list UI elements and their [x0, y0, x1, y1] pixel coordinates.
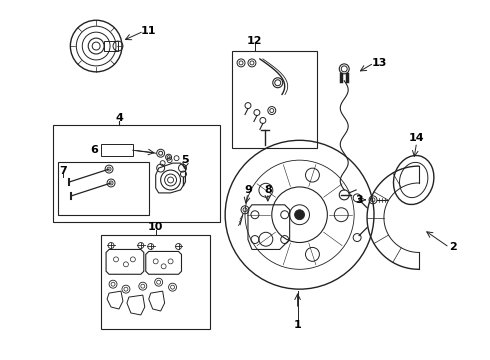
Bar — [101, 144, 133, 156]
Text: 13: 13 — [371, 58, 387, 68]
Bar — [58, 162, 149, 215]
Text: 5: 5 — [182, 155, 189, 165]
Bar — [232, 51, 318, 148]
Bar — [101, 235, 210, 329]
Text: 7: 7 — [60, 166, 67, 176]
Bar — [53, 125, 220, 222]
Text: 11: 11 — [141, 26, 156, 36]
Bar — [104, 41, 118, 51]
Text: 9: 9 — [244, 185, 252, 195]
Circle shape — [294, 210, 305, 220]
Text: 8: 8 — [264, 185, 271, 195]
Text: 12: 12 — [247, 36, 263, 46]
Text: 10: 10 — [148, 222, 163, 231]
Text: 2: 2 — [449, 243, 457, 252]
Text: 4: 4 — [115, 113, 123, 123]
Text: 1: 1 — [294, 320, 301, 330]
Text: 6: 6 — [90, 145, 98, 155]
Text: 14: 14 — [409, 133, 424, 143]
Text: 3: 3 — [355, 195, 363, 205]
